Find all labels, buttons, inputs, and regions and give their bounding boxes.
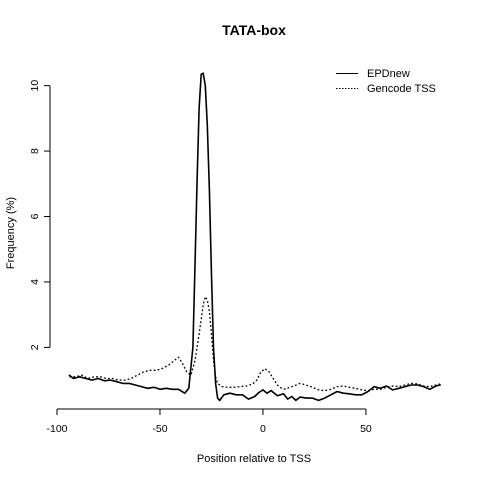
series-group [68, 72, 441, 402]
y-tick-label: 6 [29, 213, 41, 219]
series-line-gencode-tss [69, 296, 441, 392]
y-tick-label: 4 [29, 279, 41, 285]
legend: EPDnew Gencode TSS [336, 68, 436, 95]
x-tick-label: -50 [152, 423, 167, 435]
chart-title: TATA-box [222, 22, 286, 38]
y-tick-label: 10 [29, 80, 41, 92]
y-tick-label: 8 [29, 148, 41, 154]
y-tick-group: 2 4 6 8 10 [29, 80, 50, 350]
series-line-epdnew [68, 72, 441, 402]
x-tick-label: 50 [360, 423, 372, 435]
x-tick-group: -100 -50 0 50 [46, 409, 372, 435]
y-axis-label: Frequency (%) [5, 197, 17, 269]
x-axis-label: Position relative to TSS [197, 453, 311, 465]
legend-label-gencode-tss: Gencode TSS [367, 83, 436, 95]
y-tick-label: 2 [29, 344, 41, 350]
legend-label-epdnew: EPDnew [367, 68, 410, 80]
x-tick-label: -100 [46, 423, 67, 435]
x-tick-label: 0 [260, 423, 266, 435]
